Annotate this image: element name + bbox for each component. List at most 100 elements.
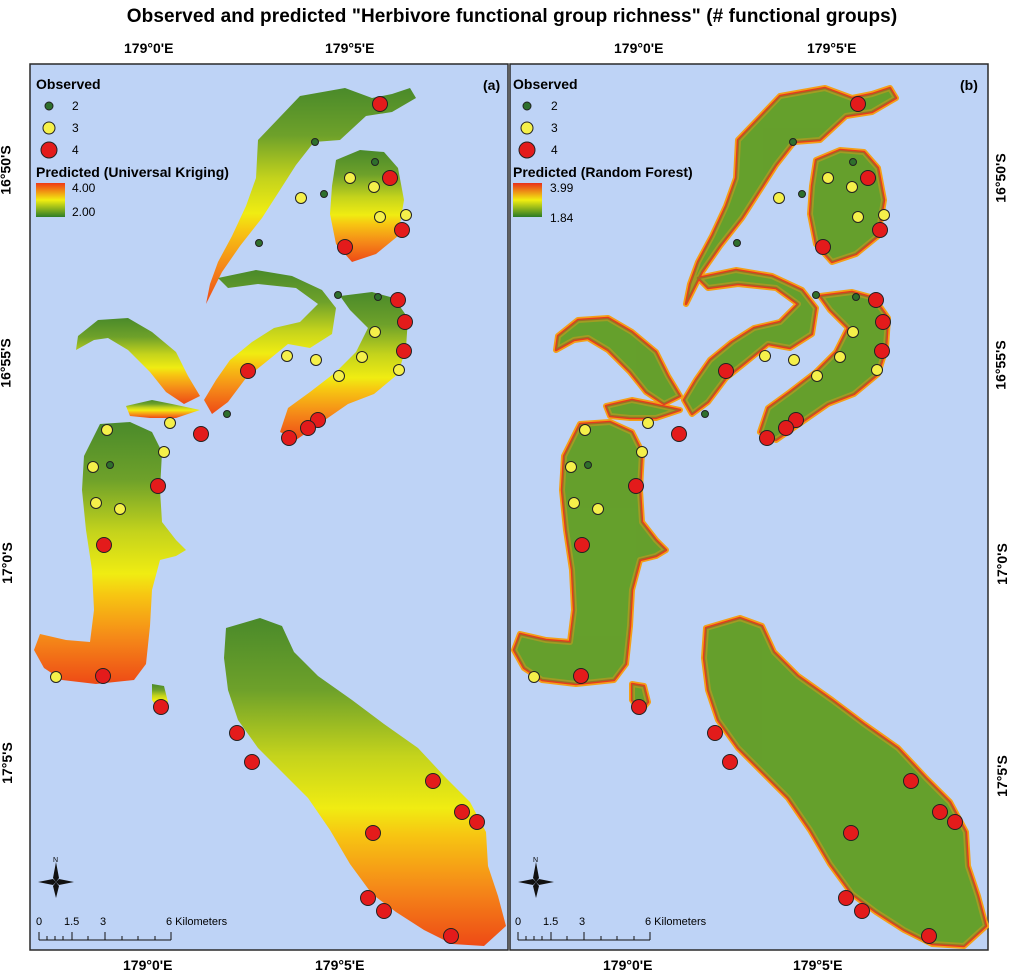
- panel-a-site-44-class-4: [425, 773, 441, 789]
- panel-a-site-38-class-4: [96, 537, 112, 553]
- panel-b-site-46-class-4: [947, 814, 963, 830]
- bottom-tick-b-2: 179°5'E: [793, 957, 843, 973]
- panel-a-site-32-class-3: [158, 446, 170, 458]
- panel-a-site-35-class-4: [150, 478, 166, 494]
- panel-b-site-5-class-3: [846, 181, 858, 193]
- panel-a-site-3-class-4: [382, 170, 398, 186]
- panel-b-site-40-class-4: [573, 668, 589, 684]
- panel-a-site-31-class-3: [101, 424, 113, 436]
- panel-a-site-9-class-3: [374, 211, 386, 223]
- panel-a-site-28-class-4: [281, 430, 297, 446]
- panel-b-legend: Observed 2 3 4 Predicted (Random Forest)…: [513, 76, 693, 225]
- panel-a-label: (a): [483, 77, 500, 93]
- panel-b-site-29-class-3: [642, 417, 654, 429]
- legend-a-predicted-title: Predicted (Universal Kriging): [36, 164, 229, 180]
- panel-a-site-41-class-4: [153, 699, 169, 715]
- panel-a-site-29-class-3: [164, 417, 176, 429]
- panel-b-site-31-class-3: [579, 424, 591, 436]
- panel-a-site-16-class-4: [397, 314, 413, 330]
- panel-b-site-42-class-4: [707, 725, 723, 741]
- panel-a-site-12-class-4: [337, 239, 353, 255]
- panel-a-site-46-class-4: [469, 814, 485, 830]
- panel-b-site-11-class-2: [733, 239, 741, 247]
- panel-a-site-14-class-2: [374, 293, 382, 301]
- panel-b-site-3-class-4: [860, 170, 876, 186]
- panel-b-site-50-class-4: [921, 928, 937, 944]
- legend-a-color-ramp: [36, 183, 65, 217]
- legend-b-observed-title: Observed: [513, 76, 578, 92]
- north-arrow-b: N: [518, 857, 554, 898]
- top-tick-a-1: 179°0'E: [124, 40, 174, 56]
- legend-b-symbol-3: [520, 121, 534, 135]
- panel-b-site-10-class-4: [872, 222, 888, 238]
- panel-b-site-48-class-4: [838, 890, 854, 906]
- north-label-a: N: [53, 857, 58, 864]
- panel-b-observed-points: [528, 96, 963, 944]
- bottom-tick-b-1: 179°0'E: [603, 957, 653, 973]
- panel-b-site-21-class-3: [834, 351, 846, 363]
- panel-a-site-48-class-4: [360, 890, 376, 906]
- panel-a-site-34-class-3: [87, 461, 99, 473]
- panel-b-site-7-class-3: [773, 192, 785, 204]
- scale-bar-b: 0 1.5 3 6 Kilometers: [515, 916, 707, 941]
- scale-b-label-3: 6 Kilometers: [645, 916, 707, 928]
- legend-b-class-2: 2: [551, 99, 558, 113]
- legend-a-symbol-2: [44, 101, 54, 111]
- top-tick-b-1: 179°0'E: [614, 40, 664, 56]
- legend-a-class-3: 3: [72, 121, 79, 135]
- scale-b-label-0: 0: [515, 916, 521, 928]
- panel-b-site-8-class-3: [878, 209, 890, 221]
- bottom-tick-a-1: 179°0'E: [123, 957, 173, 973]
- panel-b-site-39-class-3: [528, 671, 540, 683]
- panel-a-site-33-class-2: [106, 461, 114, 469]
- panel-b-site-32-class-3: [636, 446, 648, 458]
- panel-b-site-34-class-3: [565, 461, 577, 473]
- panel-b-site-20-class-3: [788, 354, 800, 366]
- panel-b-site-4-class-3: [822, 172, 834, 184]
- panel-b-site-41-class-4: [631, 699, 647, 715]
- top-tick-b-2: 179°5'E: [807, 40, 857, 56]
- panel-a-site-25-class-2: [223, 410, 231, 418]
- legend-b-color-ramp: [513, 183, 542, 217]
- panel-a-site-17-class-3: [369, 326, 381, 338]
- panel-a-site-7-class-3: [295, 192, 307, 204]
- panel-a-site-20-class-3: [310, 354, 322, 366]
- panel-b-site-33-class-2: [584, 461, 592, 469]
- panel-b-site-6-class-2: [798, 190, 806, 198]
- legend-b-class-3: 3: [551, 121, 558, 135]
- panel-a-site-40-class-4: [95, 668, 111, 684]
- panel-a-site-21-class-3: [356, 351, 368, 363]
- scale-a-label-0: 0: [36, 916, 42, 928]
- scale-a-label-3: 6 Kilometers: [166, 916, 228, 928]
- scale-a-label-1: 1.5: [64, 916, 79, 928]
- panel-b-site-14-class-2: [852, 293, 860, 301]
- panel-a-site-36-class-3: [90, 497, 102, 509]
- panel-a-site-18-class-4: [396, 343, 412, 359]
- legend-a-symbol-4: [40, 141, 58, 159]
- legend-b-min: 1.84: [550, 211, 574, 225]
- legend-a-observed-title: Observed: [36, 76, 101, 92]
- panel-b-site-30-class-4: [671, 426, 687, 442]
- panel-b-site-18-class-4: [874, 343, 890, 359]
- panel-b-site-2-class-2: [849, 158, 857, 166]
- panel-a-site-37-class-3: [114, 503, 126, 515]
- panel-b-site-35-class-4: [628, 478, 644, 494]
- panel-a-site-24-class-3: [333, 370, 345, 382]
- panel-b-site-22-class-3: [871, 364, 883, 376]
- panel-a-site-50-class-4: [443, 928, 459, 944]
- panel-a-site-45-class-4: [454, 804, 470, 820]
- scale-a-label-2: 3: [100, 916, 106, 928]
- panel-a-site-6-class-2: [320, 190, 328, 198]
- panel-b-site-38-class-4: [574, 537, 590, 553]
- panel-a-site-27-class-4: [300, 420, 316, 436]
- panel-b-site-47-class-4: [843, 825, 859, 841]
- panel-b-site-37-class-3: [592, 503, 604, 515]
- panel-b-site-27-class-4: [778, 420, 794, 436]
- panel-b-site-15-class-4: [868, 292, 884, 308]
- panel-b-site-43-class-4: [722, 754, 738, 770]
- legend-a-max: 4.00: [72, 181, 96, 195]
- panel-a-site-42-class-4: [229, 725, 245, 741]
- legend-b-symbol-2: [522, 101, 532, 111]
- panel-a-observed-points: [50, 96, 485, 944]
- panel-a-site-1-class-2: [311, 138, 319, 146]
